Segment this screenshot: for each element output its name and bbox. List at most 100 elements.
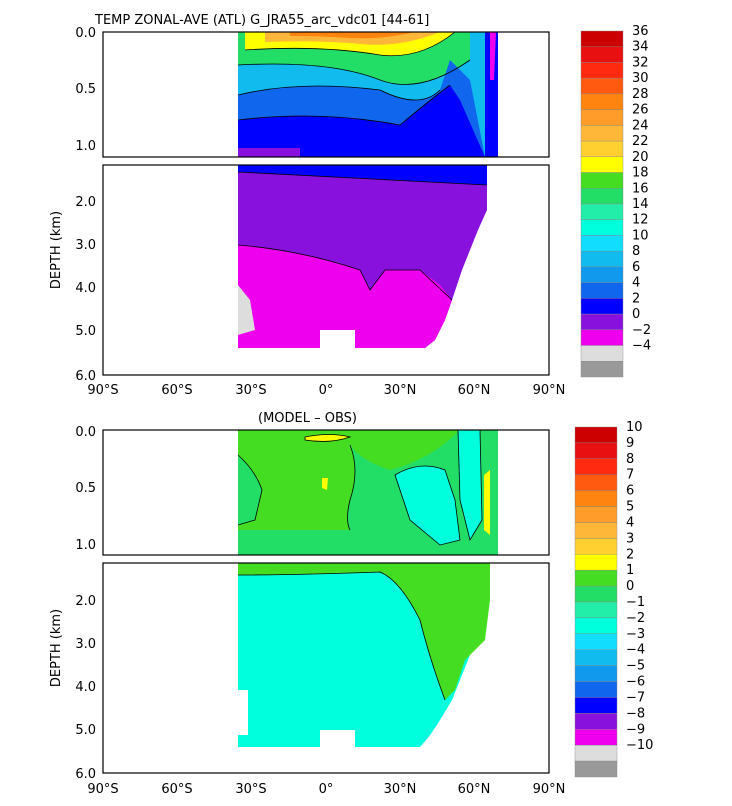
colorbar-swatch: [580, 30, 624, 47]
colorbar-swatch: [580, 156, 624, 173]
top-y-tick-label: 6.0: [75, 369, 96, 384]
bottom-x-tick-label: 90°N: [533, 782, 566, 797]
top-y-tick-label: 0.5: [75, 82, 96, 97]
colorbar-tick-label: 7: [626, 468, 634, 483]
colorbar-swatch: [580, 235, 624, 252]
colorbar-swatch: [574, 760, 618, 778]
bottom-y-tick-label: 1.0: [75, 538, 96, 553]
colorbar-swatch: [574, 522, 618, 539]
colorbar-tick-label: 18: [632, 166, 649, 181]
colorbar-tick-label: 6: [632, 260, 640, 275]
colorbar-tick-label: −8: [626, 706, 645, 721]
colorbar-swatch: [580, 313, 624, 331]
colorbar-swatch: [574, 506, 618, 523]
colorbar-swatch: [574, 697, 618, 714]
colorbar-swatch: [574, 681, 618, 698]
colorbar-swatch: [580, 125, 624, 142]
colorbar-tick-label: 1: [626, 563, 634, 578]
colorbar-tick-label: 32: [632, 55, 649, 70]
top-upper-frame: [102, 31, 550, 158]
colorbar-tick-label: 36: [632, 24, 649, 39]
top-upper-field: [237, 31, 498, 157]
top-x-axis: 90°S 60°S 30°S 0° 30°N 60°N 90°N: [87, 383, 565, 398]
colorbar-swatch: [574, 729, 618, 746]
colorbar-swatch: [580, 361, 624, 378]
top-x-tick-label: 90°S: [87, 383, 118, 398]
top-lower-field: [237, 165, 488, 356]
colorbar-tick-label: 30: [632, 71, 649, 86]
colorbar-swatch: [580, 93, 624, 110]
colorbar-tick-label: −2: [632, 323, 651, 338]
colorbar-swatch: [580, 345, 624, 362]
colorbar-swatch: [574, 426, 618, 444]
colorbar-tick-label: 3: [626, 531, 634, 546]
bottom-x-tick-label: 90°S: [87, 782, 118, 797]
bottom-lower-frame: [102, 562, 550, 774]
colorbar-swatch: [580, 282, 624, 299]
bottom-x-axis: 90°S 60°S 30°S 0° 30°N 60°N 90°N: [87, 782, 565, 797]
colorbar-swatch: [574, 474, 618, 491]
colorbar-swatch: [580, 140, 624, 158]
top-lower-frame: [102, 164, 550, 376]
bottom-x-tick-label: 60°S: [161, 782, 192, 797]
bottom-y-axis-label: DEPTH (km): [49, 609, 64, 687]
colorbar-tick-label: 2: [632, 291, 640, 306]
colorbar-swatch: [574, 554, 618, 571]
colorbar-swatch: [580, 77, 624, 95]
colorbar-tick-label: 2: [626, 547, 634, 562]
colorbar-tick-label: 0: [626, 579, 634, 594]
colorbar-tick-label: 0: [632, 307, 640, 322]
colorbar-swatch: [574, 458, 618, 475]
top-x-tick-label: 30°N: [384, 383, 417, 398]
bottom-y-tick-label: 0.5: [75, 481, 96, 496]
top-x-tick-label: 30°S: [235, 383, 266, 398]
bottom-y-tick-label: 3.0: [75, 637, 96, 652]
colorbar-tick-label: 4: [632, 276, 640, 291]
colorbar-swatch: [580, 266, 624, 283]
colorbar-tick-label: −5: [626, 659, 645, 674]
colorbar-swatch: [580, 219, 624, 236]
colorbar-swatch: [580, 329, 624, 346]
colorbar-swatch: [580, 203, 624, 220]
colorbar-tick-label: 12: [632, 213, 649, 228]
colorbar-swatch: [574, 617, 618, 635]
colorbar-tick-label: 28: [632, 87, 649, 102]
colorbar-swatch: [574, 713, 618, 730]
colorbar-swatch: [574, 744, 618, 762]
top-y-tick-label: 4.0: [75, 281, 96, 296]
bottom-panel: (MODEL – OBS) 0.: [49, 411, 653, 797]
colorbar-tick-label: 24: [632, 118, 649, 133]
top-x-tick-label: 90°N: [533, 383, 566, 398]
top-panel: TEMP ZONAL-AVE (ATL) G_JRA55_arc_vdc01 […: [49, 13, 651, 398]
bottom-y-tick-label: 5.0: [75, 723, 96, 738]
top-y-tick-label: 5.0: [75, 324, 96, 339]
colorbar-tick-label: −9: [626, 722, 645, 737]
bottom-y-tick-label: 2.0: [75, 594, 96, 609]
bottom-title: (MODEL – OBS): [258, 411, 357, 426]
colorbar-tick-label: 34: [632, 40, 649, 55]
colorbar-swatch: [580, 109, 624, 126]
top-title: TEMP ZONAL-AVE (ATL) G_JRA55_arc_vdc01 […: [94, 13, 429, 28]
colorbar-tick-label: 5: [626, 500, 634, 515]
colorbar-tick-label: 16: [632, 181, 649, 196]
colorbar-tick-label: 6: [626, 484, 634, 499]
colorbar-tick-label: −7: [626, 690, 645, 705]
colorbar-swatch: [580, 298, 624, 315]
colorbar-swatch: [574, 538, 618, 555]
colorbar-tick-label: 10: [632, 228, 649, 243]
bottom-x-tick-label: 30°S: [235, 782, 266, 797]
colorbar-tick-label: −10: [626, 738, 653, 753]
bottom-y-axis: 0.0 0.5 1.0 2.0 3.0 4.0 5.0 6.0 DEPTH (k…: [49, 425, 96, 782]
colorbar-swatch: [580, 250, 624, 268]
colorbar-swatch: [580, 172, 624, 189]
colorbar-tick-label: 22: [632, 134, 649, 149]
top-x-tick-label: 60°S: [161, 383, 192, 398]
colorbar-swatch: [574, 442, 618, 460]
top-y-axis-label: DEPTH (km): [49, 211, 64, 289]
colorbar-tick-label: −2: [626, 611, 645, 626]
colorbar-swatch: [574, 649, 618, 666]
top-y-tick-label: 1.0: [75, 139, 96, 154]
colorbar-swatch: [574, 601, 618, 619]
